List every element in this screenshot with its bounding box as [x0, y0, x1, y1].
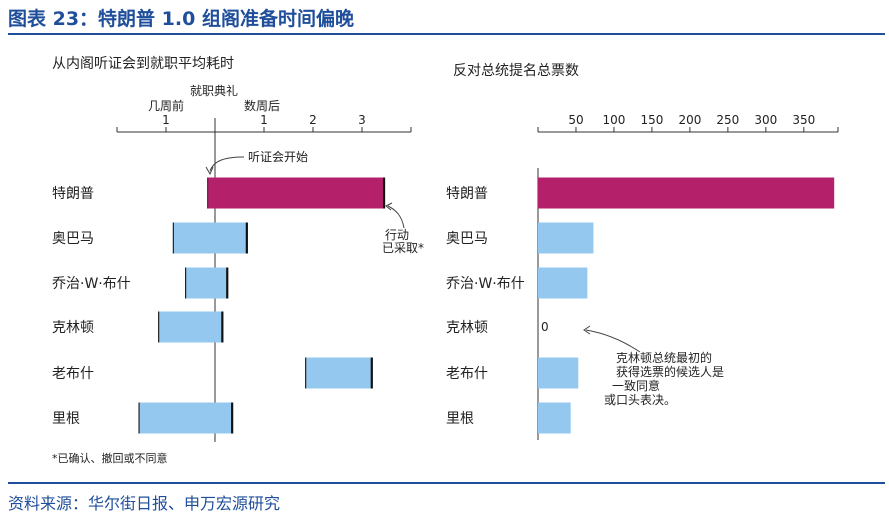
left-category-label: 特朗普	[52, 186, 94, 202]
right-bar-5	[538, 402, 571, 434]
right-category-label: 乔治·W·布什	[446, 276, 525, 292]
right-bar-4	[538, 357, 579, 389]
clinton-note-line3: 一致同意	[612, 378, 660, 393]
left-tick-label: 1	[162, 113, 170, 127]
right-category-label: 里根	[446, 411, 474, 427]
left-bar-3	[158, 311, 223, 343]
right-tick-label: 350	[792, 113, 815, 127]
left-bars	[138, 177, 386, 434]
page-title: 图表 23：特朗普 1.0 组阁准备时间偏晚	[8, 8, 354, 30]
action-label-line1: 行动	[385, 228, 409, 242]
right-category-label: 老布什	[446, 366, 488, 382]
clinton-note-line1: 克林顿总统最初的	[616, 350, 712, 365]
left-bar-0	[207, 177, 385, 209]
clinton-note-line2: 获得选票的候选人是	[616, 364, 724, 379]
right-chart-title: 反对总统提名总票数	[453, 63, 579, 79]
clinton-note-line4: 或口头表决。	[604, 393, 676, 407]
right-bar-2	[538, 267, 588, 299]
right-tick-label: 150	[640, 113, 663, 127]
clinton-note-arrow	[585, 329, 641, 353]
left-tick-label: 2	[309, 113, 317, 127]
left-bar-1	[173, 222, 247, 254]
action-arrow	[387, 205, 405, 229]
action-arrowhead	[385, 202, 393, 211]
clinton-note-arrowhead	[583, 325, 591, 335]
right-tick-label: 250	[716, 113, 739, 127]
left-axis-title: 就职典礼	[190, 83, 238, 98]
left-category-label: 克林顿	[52, 320, 94, 336]
right-bar-0	[538, 177, 835, 209]
source-note: 资料来源：华尔街日报、申万宏源研究	[8, 494, 281, 513]
left-category-label: 里根	[52, 411, 80, 427]
right-tick-label: 100	[602, 113, 625, 127]
action-label-line2: 已采取*	[382, 241, 424, 255]
right-category-label: 克林顿	[446, 320, 488, 336]
left-bar-5	[139, 402, 233, 434]
left-chart-title: 从内阁听证会到就职平均耗时	[52, 56, 234, 72]
left-axis-before-label: 几周前	[148, 98, 184, 113]
hearing-start-arrow	[209, 156, 245, 172]
right-tick-label: 300	[754, 113, 777, 127]
right-axis: 50 100 150 200 250 300 350	[537, 113, 839, 440]
right-tick-label: 200	[678, 113, 701, 127]
hearing-start-arrowhead	[205, 166, 214, 176]
zero-value-label: 0	[541, 320, 549, 334]
right-tick-label: 50	[568, 113, 583, 127]
left-tick-label: 3	[358, 113, 366, 127]
left-tick-label: 1	[260, 113, 268, 127]
title-divider	[8, 33, 885, 35]
left-axis-after-label: 数周后	[244, 98, 280, 113]
right-bar-1	[538, 222, 594, 254]
footer-divider	[8, 482, 885, 484]
right-category-label: 特朗普	[446, 186, 488, 202]
right-bars	[538, 177, 835, 434]
left-category-label: 乔治·W·布什	[52, 276, 131, 292]
left-category-label: 老布什	[52, 366, 94, 382]
left-bar-2	[185, 267, 228, 299]
left-category-label: 奥巴马	[52, 230, 94, 247]
footnote: *已确认、撤回或不同意	[52, 451, 168, 465]
left-bar-4	[305, 357, 372, 389]
hearing-start-label: 听证会开始	[248, 150, 308, 164]
right-category-label: 奥巴马	[446, 230, 488, 247]
